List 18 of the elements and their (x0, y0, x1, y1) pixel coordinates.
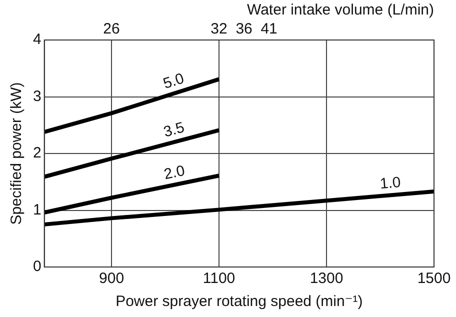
y-tick-label: 3 (33, 88, 42, 105)
x-tick-label: 1100 (202, 270, 236, 288)
y-tick-label: 0 (33, 258, 42, 276)
text: 3.5 (162, 119, 186, 141)
text: 26 (103, 20, 120, 38)
text: Water intake volume (L/min) (246, 2, 434, 19)
y-tick-label: 4 (33, 31, 42, 48)
text: 5.0 (161, 70, 186, 93)
y-tick-label: 2 (33, 144, 42, 162)
series-label: 1.0 (379, 174, 402, 193)
text: 2.0 (162, 162, 186, 184)
y-tick-label: 1 (33, 201, 42, 218)
text: 32 36 41 (210, 20, 278, 38)
x-tick-label: 1500 (417, 270, 451, 288)
y-axis-title: Specified power (kW) (8, 82, 26, 225)
x-tick-label: 900 (99, 270, 124, 288)
x-axis-title: Power sprayer rotating speed (min⁻¹) (116, 293, 363, 310)
x-tick-label: 1300 (310, 270, 344, 288)
